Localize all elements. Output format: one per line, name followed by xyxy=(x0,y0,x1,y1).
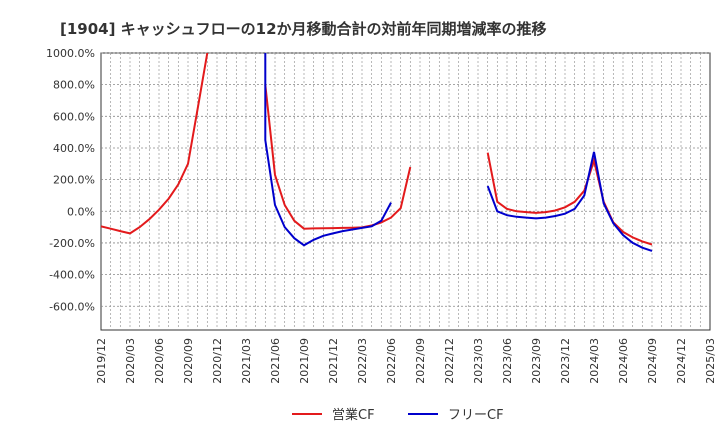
series-line-operating-cf xyxy=(101,53,209,235)
x-tick-label: 2022/09 xyxy=(414,338,427,384)
y-tick-label: -400.0% xyxy=(49,269,95,282)
series-line-free-cf xyxy=(264,53,392,247)
y-tick-label: 0.0% xyxy=(67,205,95,218)
x-tick-label: 2021/09 xyxy=(298,338,311,384)
chart-title: [1904] キャッシュフローの12か月移動合計の対前年同期増減率の推移 xyxy=(60,20,547,38)
x-tick-label: 2025/03 xyxy=(704,338,717,384)
y-tick-label: 600.0% xyxy=(53,110,95,123)
x-tick-label: 2024/09 xyxy=(646,338,659,384)
x-axis: 2019/12 2020/03 2020/06 2020/09 2020/12 2021/… xyxy=(95,338,717,384)
y-tick-label: -600.0% xyxy=(49,300,95,313)
x-tick-label: 2023/09 xyxy=(530,338,543,384)
y-tick-label: 1000.0% xyxy=(46,47,95,60)
x-tick-label: 2020/03 xyxy=(124,338,137,384)
y-axis: 1000.0% 800.0% 600.0% 400.0% 200.0% 0.0% -200.… xyxy=(46,47,95,313)
series-line-free-cf xyxy=(486,151,653,252)
x-tick-label: 2020/09 xyxy=(182,338,195,384)
x-tick-label: 2021/03 xyxy=(240,338,253,384)
legend: 営業CF フリーCF xyxy=(292,407,504,423)
y-tick-label: -200.0% xyxy=(49,237,95,250)
x-tick-label: 2024/12 xyxy=(675,338,688,384)
series-line-operating-cf xyxy=(486,152,653,246)
x-tick-label: 2019/12 xyxy=(95,338,108,384)
x-tick-label: 2024/03 xyxy=(588,338,601,384)
series-group xyxy=(101,53,653,252)
series-line-operating-cf xyxy=(264,84,412,230)
x-tick-label: 2023/12 xyxy=(559,338,572,384)
x-tick-label: 2022/06 xyxy=(385,338,398,384)
x-tick-label: 2020/12 xyxy=(211,338,224,384)
legend-label: 営業CF xyxy=(332,407,375,423)
x-tick-label: 2022/12 xyxy=(443,338,456,384)
x-tick-label: 2024/06 xyxy=(617,338,630,384)
x-tick-label: 2020/06 xyxy=(153,338,166,384)
y-tick-label: 800.0% xyxy=(53,79,95,92)
legend-label: フリーCF xyxy=(448,408,504,423)
y-tick-label: 400.0% xyxy=(53,142,95,155)
x-tick-label: 2023/06 xyxy=(501,338,514,384)
x-tick-label: 2023/03 xyxy=(472,338,485,384)
x-tick-label: 2021/06 xyxy=(269,338,282,384)
y-tick-label: 200.0% xyxy=(53,174,95,187)
x-tick-label: 2022/03 xyxy=(356,338,369,384)
x-tick-label: 2021/12 xyxy=(327,338,340,384)
